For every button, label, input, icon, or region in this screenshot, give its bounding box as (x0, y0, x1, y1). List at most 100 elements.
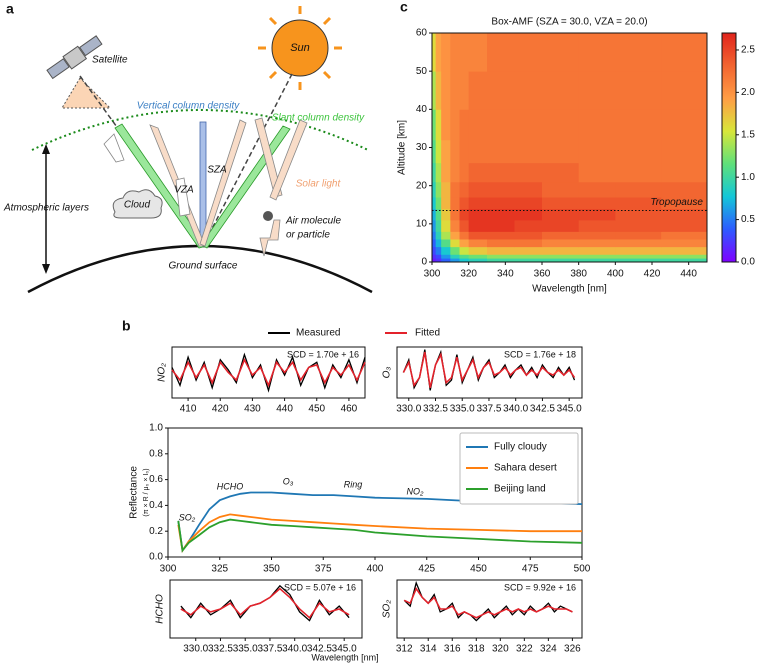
heat-cell (432, 246, 437, 255)
y-axis-label: O₃ (382, 367, 393, 379)
heat-cell (450, 181, 460, 198)
heat-cell (432, 258, 437, 263)
heat-cell (468, 254, 488, 259)
heat-cell (487, 254, 515, 259)
heat-cell (459, 208, 470, 221)
heat-cell (468, 220, 488, 232)
x-tick-label: 312 (396, 644, 413, 655)
colorbar-tick-label: 2.5 (741, 45, 755, 56)
heat-cell (661, 33, 708, 72)
satellite-label: Satellite (92, 55, 128, 66)
heat-cell (441, 258, 451, 263)
y-tick-label: 50 (416, 66, 428, 77)
heat-cell (468, 181, 488, 198)
heat-cell (542, 162, 580, 183)
y-axis-label: (π × R / μ₀ × I₀) (143, 468, 150, 516)
fitted-line (402, 351, 576, 388)
heat-cell (468, 33, 488, 72)
heat-cell (435, 220, 442, 232)
heat-cell (542, 231, 580, 240)
heat-cell (432, 162, 437, 183)
colorbar-tick-label: 2.0 (741, 87, 755, 98)
heat-cell (578, 239, 616, 248)
y-tick-label: 0.2 (149, 526, 163, 537)
x-tick-label: 324 (540, 644, 557, 655)
particle (263, 211, 273, 221)
heat-cell (578, 246, 616, 255)
annotation: O₃ (283, 476, 294, 486)
heat-cell (661, 254, 708, 259)
heat-cell (514, 246, 543, 255)
heat-cell (615, 254, 662, 259)
x-tick-label: 375 (315, 564, 332, 575)
annotation: SCD = 1.76e + 18 (504, 349, 576, 359)
satellite (46, 35, 103, 80)
x-tick-label: 360 (534, 269, 551, 280)
sun-path (202, 73, 293, 247)
x-tick-label: 345.0 (557, 404, 582, 415)
heat-cell (514, 139, 543, 164)
heat-cell (432, 220, 437, 232)
heat-cell (459, 231, 470, 240)
colorbar-tick-label: 1.5 (741, 129, 755, 140)
heat-cell (514, 181, 543, 198)
heat-cell (435, 258, 442, 263)
x-tick-label: 450 (470, 564, 487, 575)
y-tick-label: 20 (416, 180, 428, 191)
plot-frame (396, 579, 583, 639)
x-tick-label: 400 (367, 564, 384, 575)
heat-cell (487, 239, 515, 248)
heat-cell (441, 197, 451, 209)
heat-cell (542, 220, 580, 232)
heat-cell (514, 239, 543, 248)
heat-cell (459, 109, 470, 141)
heat-cell (542, 239, 580, 248)
heat-cell (432, 71, 437, 110)
x-tick-label: 380 (570, 269, 587, 280)
heat-cell (435, 139, 442, 164)
x-tick-label: 420 (644, 269, 661, 280)
ground-label: Ground surface (169, 261, 238, 272)
heat-cell (468, 208, 488, 221)
heat-cell (487, 162, 515, 183)
heat-cell (661, 162, 708, 183)
y-axis-label: HCHO (155, 594, 166, 624)
x-tick-label: 340.0 (282, 644, 307, 655)
heat-cell (435, 197, 442, 209)
heat-cell (514, 231, 543, 240)
x-tick-label: 410 (180, 404, 197, 415)
heat-cell (487, 109, 515, 141)
heat-cell (441, 71, 451, 110)
heat-cell (487, 139, 515, 164)
heat-cell (432, 197, 437, 209)
measured-line (171, 352, 366, 393)
light-ray (103, 133, 125, 163)
heat-cell (661, 181, 708, 198)
heat-cell (459, 197, 470, 209)
heat-cell (542, 71, 580, 110)
heat-cell (468, 239, 488, 248)
y-tick-label: 1.0 (149, 423, 163, 434)
x-tick-label: 332.5 (208, 644, 233, 655)
panel-label: c (400, 0, 408, 15)
x-tick-label: 350 (263, 564, 280, 575)
heat-cell (578, 139, 616, 164)
scd-label: Slant column density (272, 113, 365, 124)
plot-frame (169, 579, 363, 639)
x-tick-label: 420 (212, 404, 229, 415)
heat-cell (450, 109, 460, 141)
x-tick-label: 500 (574, 564, 591, 575)
heat-cell (450, 71, 460, 110)
heat-cell (615, 71, 662, 110)
heat-cell (450, 246, 460, 255)
heat-cell (459, 162, 470, 183)
light-ray (269, 119, 308, 201)
x-tick-label: 322 (516, 644, 533, 655)
x-tick-label: 316 (444, 644, 461, 655)
heat-cell (450, 197, 460, 209)
vcd-label: Vertical column density (137, 101, 240, 112)
atmosphere-top (31, 109, 369, 151)
colorbar (721, 32, 737, 263)
heat-cell (542, 109, 580, 141)
heat-cell (615, 33, 662, 72)
